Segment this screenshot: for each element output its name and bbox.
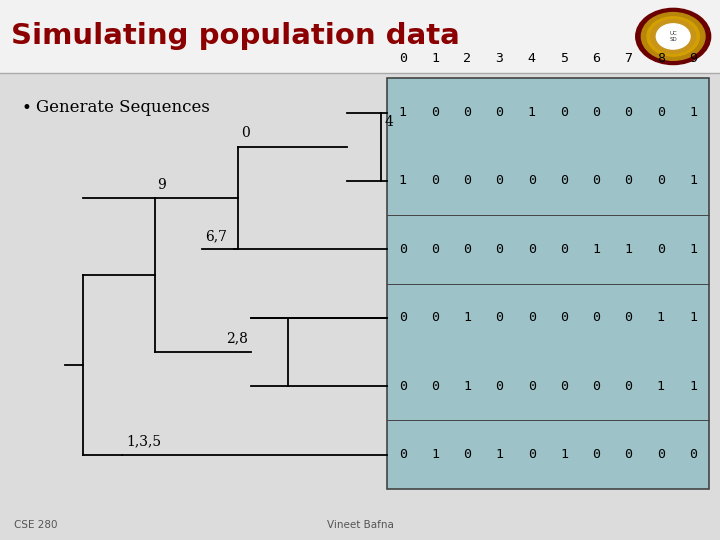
Text: 1: 1: [528, 106, 536, 119]
Text: 0: 0: [624, 448, 633, 461]
Text: 0: 0: [560, 174, 568, 187]
Text: Vineet Bafna: Vineet Bafna: [327, 520, 393, 530]
Text: 7: 7: [624, 52, 633, 65]
Text: 6: 6: [593, 52, 600, 65]
Text: 0: 0: [463, 174, 472, 187]
Text: 9: 9: [689, 52, 697, 65]
Circle shape: [657, 24, 690, 49]
Text: 0: 0: [399, 52, 407, 65]
Text: 0: 0: [241, 126, 250, 140]
Circle shape: [636, 8, 711, 64]
Text: 0: 0: [495, 380, 503, 393]
Text: 1,3,5: 1,3,5: [126, 434, 161, 448]
Text: 0: 0: [624, 311, 633, 324]
Text: 0: 0: [399, 380, 407, 393]
Text: 0: 0: [560, 380, 568, 393]
Text: 0: 0: [624, 106, 633, 119]
Text: 1: 1: [689, 243, 697, 256]
Text: 0: 0: [463, 106, 472, 119]
Text: 1: 1: [560, 448, 568, 461]
Text: •: •: [22, 99, 32, 117]
Text: 0: 0: [431, 380, 439, 393]
Text: 0: 0: [593, 380, 600, 393]
Text: 9: 9: [157, 178, 166, 192]
Text: 0: 0: [431, 243, 439, 256]
Text: 2: 2: [463, 52, 472, 65]
Text: 0: 0: [528, 448, 536, 461]
Text: 1: 1: [689, 380, 697, 393]
Text: 3: 3: [495, 52, 503, 65]
Text: 0: 0: [399, 448, 407, 461]
Text: 0: 0: [657, 448, 665, 461]
Text: 0: 0: [657, 174, 665, 187]
Circle shape: [642, 12, 705, 60]
Text: Simulating population data: Simulating population data: [11, 23, 459, 50]
Text: 1: 1: [463, 380, 472, 393]
Text: 0: 0: [399, 311, 407, 324]
Text: 1: 1: [495, 448, 503, 461]
Circle shape: [651, 19, 696, 53]
Text: 0: 0: [463, 243, 472, 256]
Text: 0: 0: [528, 174, 536, 187]
Text: 0: 0: [593, 106, 600, 119]
Text: 0: 0: [528, 311, 536, 324]
Text: 1: 1: [657, 311, 665, 324]
Text: UC
SD: UC SD: [670, 31, 677, 42]
Text: 4: 4: [384, 116, 393, 130]
Text: 0: 0: [495, 311, 503, 324]
Text: 5: 5: [560, 52, 568, 65]
Text: 0: 0: [689, 448, 697, 461]
Text: 0: 0: [593, 311, 600, 324]
Text: 0: 0: [624, 380, 633, 393]
Text: 1: 1: [399, 106, 407, 119]
Text: 1: 1: [463, 311, 472, 324]
Text: 0: 0: [431, 106, 439, 119]
Text: 1: 1: [624, 243, 633, 256]
Text: 1: 1: [689, 311, 697, 324]
Text: 0: 0: [463, 448, 472, 461]
Text: 0: 0: [528, 243, 536, 256]
Text: 0: 0: [657, 243, 665, 256]
Text: 0: 0: [593, 174, 600, 187]
Bar: [0, 0, 720, 73]
Text: 0: 0: [528, 380, 536, 393]
Text: 2,8: 2,8: [227, 332, 248, 346]
Bar: [387, 78, 709, 489]
Text: 4: 4: [528, 52, 536, 65]
Text: 0: 0: [593, 448, 600, 461]
Text: 1: 1: [689, 174, 697, 187]
Text: 0: 0: [495, 174, 503, 187]
Text: 0: 0: [657, 106, 665, 119]
Text: 6,7: 6,7: [205, 229, 228, 243]
Text: 0: 0: [560, 311, 568, 324]
Text: Generate Sequences: Generate Sequences: [36, 99, 210, 117]
Text: 1: 1: [399, 174, 407, 187]
Text: 1: 1: [657, 380, 665, 393]
Text: CSE 280: CSE 280: [14, 520, 58, 530]
Text: 0: 0: [495, 106, 503, 119]
Text: 0: 0: [560, 106, 568, 119]
Text: 0: 0: [431, 311, 439, 324]
Text: 0: 0: [560, 243, 568, 256]
Circle shape: [647, 17, 699, 56]
Text: 8: 8: [657, 52, 665, 65]
Text: 1: 1: [431, 448, 439, 461]
Text: 0: 0: [495, 243, 503, 256]
Text: 1: 1: [593, 243, 600, 256]
Text: 1: 1: [689, 106, 697, 119]
Text: 1: 1: [431, 52, 439, 65]
Text: 0: 0: [624, 174, 633, 187]
Text: 0: 0: [399, 243, 407, 256]
Text: 0: 0: [431, 174, 439, 187]
